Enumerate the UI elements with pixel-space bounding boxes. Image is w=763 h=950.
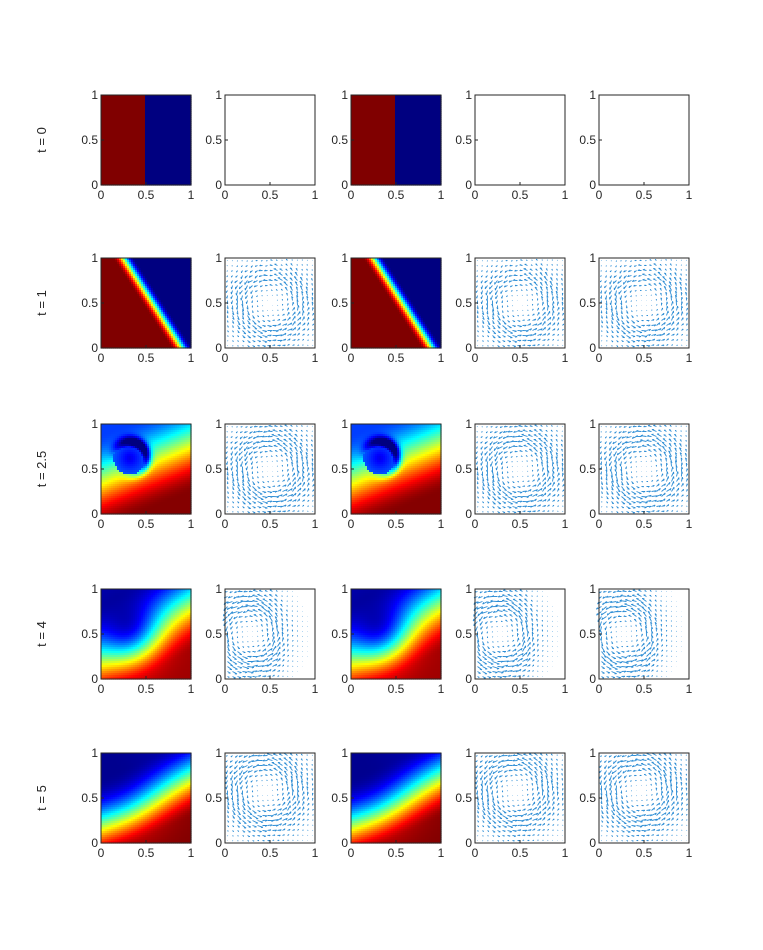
row-t0: t = 0000.50.511000.50.511000.50.511000.5… <box>34 88 693 202</box>
field-panel: 000.50.511 <box>81 88 194 202</box>
panel-grid: t = 0000.50.511000.50.511000.50.511000.5… <box>34 88 693 860</box>
row-label: t = 0 <box>34 127 49 153</box>
